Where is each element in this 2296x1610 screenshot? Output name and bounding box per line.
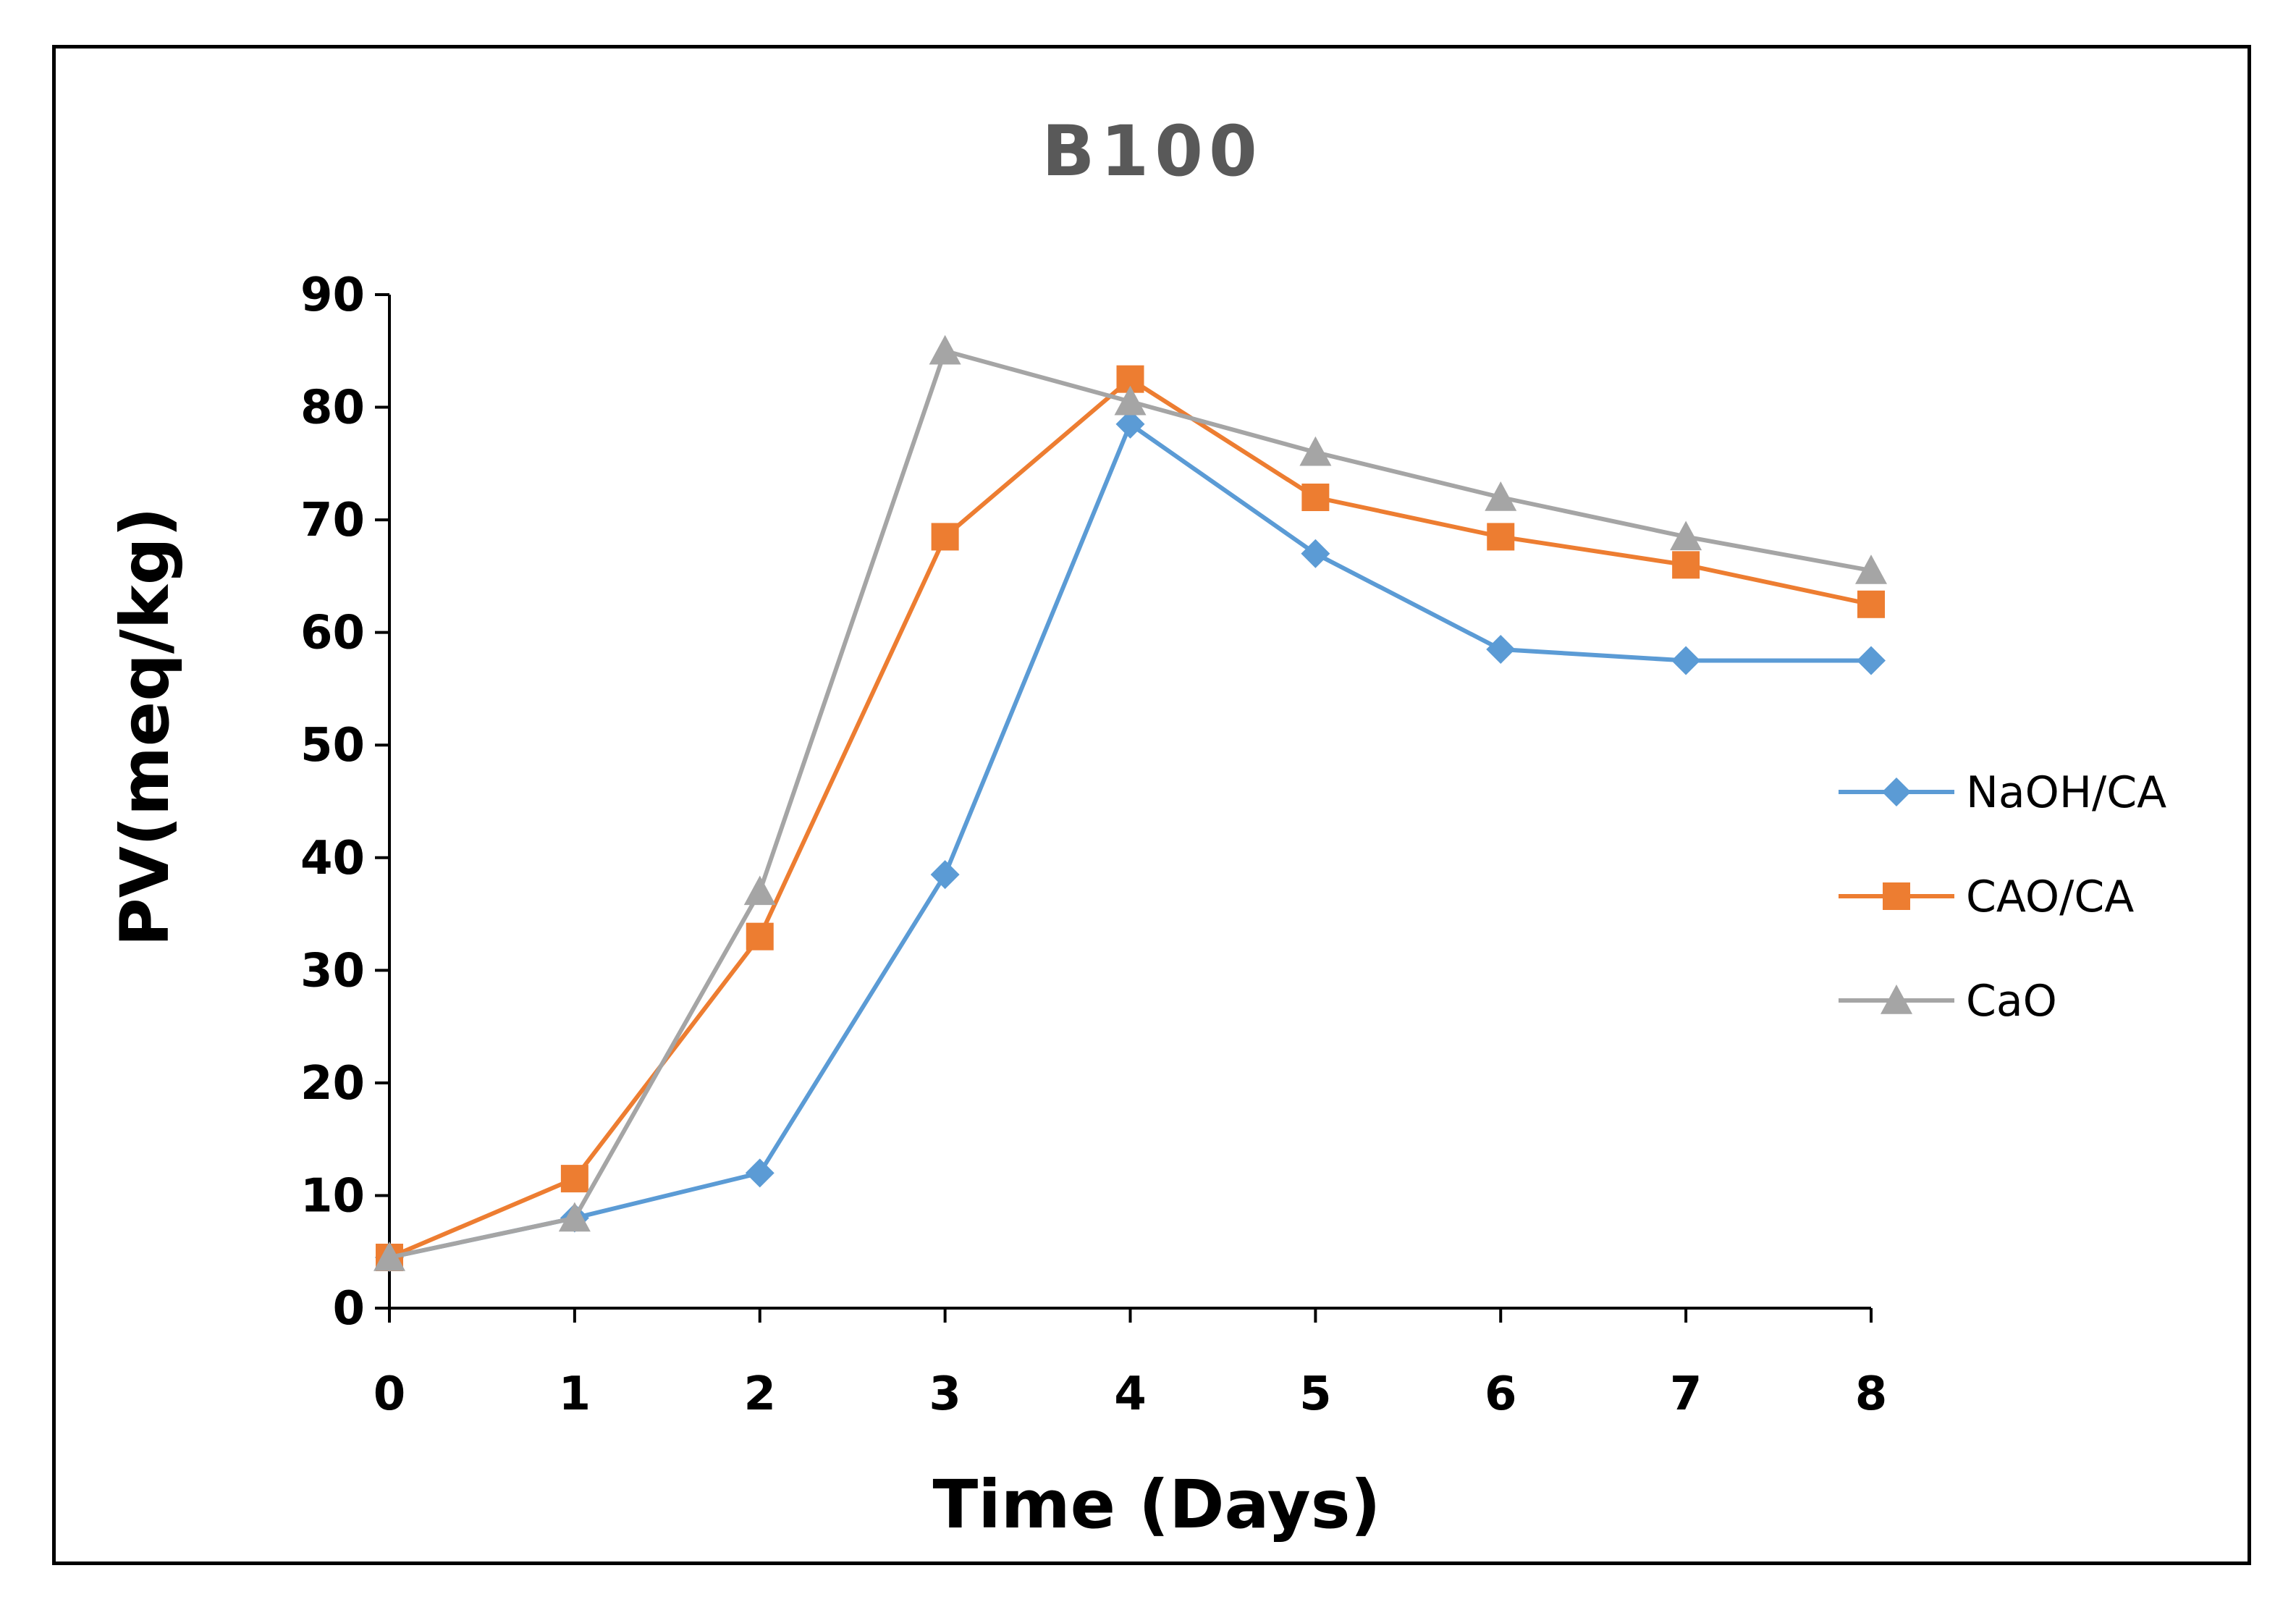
series-line xyxy=(389,348,1872,1260)
data-point xyxy=(1115,409,1145,439)
x-tick-label: 7 xyxy=(1670,1367,1702,1421)
data-point xyxy=(558,1202,591,1232)
legend-label: NaOH/CA xyxy=(1966,767,2166,818)
y-tick-label: 80 xyxy=(300,382,365,435)
legend-item: CAO/CA xyxy=(1839,872,2134,922)
data-point xyxy=(931,523,959,551)
data-point xyxy=(743,875,776,906)
series-cao-ca xyxy=(376,365,1885,1271)
y-tick-label: 30 xyxy=(300,944,365,998)
data-point xyxy=(929,334,961,365)
data-point xyxy=(1672,551,1700,579)
x-tick-label: 2 xyxy=(743,1367,776,1421)
data-point xyxy=(1114,385,1147,416)
x-tick-label: 4 xyxy=(1114,1367,1147,1421)
x-tick-label: 3 xyxy=(929,1367,961,1421)
legend-label: CAO/CA xyxy=(1966,872,2134,922)
x-tick-label: 1 xyxy=(559,1367,591,1421)
data-point xyxy=(1301,484,1330,511)
y-axis-title: PV(meq/kg) xyxy=(106,507,184,946)
data-point xyxy=(560,1165,588,1193)
legend-item: CaO xyxy=(1839,976,2057,1027)
legend-marker xyxy=(1881,985,1912,1014)
axes: 0 10 20 30 40 50 60 70 80 90 0 1 2 3 4 5 6 7 8 xyxy=(300,269,1887,1421)
data-point xyxy=(1857,590,1885,618)
x-axis-title: Time (Days) xyxy=(932,1466,1380,1543)
y-tick-label: 70 xyxy=(300,494,365,547)
data-point xyxy=(746,922,774,951)
series-cao xyxy=(373,334,1887,1271)
data-point xyxy=(1855,555,1887,584)
data-point xyxy=(745,1158,775,1188)
y-tick-label: 0 xyxy=(332,1282,365,1336)
x-tick-label: 6 xyxy=(1485,1367,1517,1421)
y-tick-label: 60 xyxy=(300,607,365,660)
data-point xyxy=(1670,520,1702,551)
legend-marker xyxy=(1883,882,1910,910)
data-point xyxy=(1486,635,1516,664)
data-point xyxy=(1487,523,1515,551)
legend-marker xyxy=(1882,777,1911,806)
series-group xyxy=(373,334,1887,1272)
data-point xyxy=(1671,646,1701,675)
data-point xyxy=(1301,539,1330,568)
y-tick-label: 40 xyxy=(300,832,365,885)
y-tick-label: 10 xyxy=(300,1169,365,1223)
chart-title: B100 xyxy=(1042,111,1263,192)
x-tick-label: 0 xyxy=(373,1367,406,1421)
series-line xyxy=(388,376,1872,1260)
data-point xyxy=(1857,646,1886,675)
y-tick-label: 20 xyxy=(300,1057,365,1110)
x-tick-label: 8 xyxy=(1855,1367,1888,1421)
data-point xyxy=(1485,481,1517,511)
data-point xyxy=(373,1242,405,1271)
legend: NaOH/CA CAO/CA CaO xyxy=(1839,767,2166,1027)
chart-frame xyxy=(52,45,2251,1565)
data-point xyxy=(1299,436,1332,466)
series-naoh-ca xyxy=(375,409,1886,1272)
y-tick-label: 50 xyxy=(300,719,365,772)
legend-item: NaOH/CA xyxy=(1839,767,2166,818)
data-point xyxy=(930,860,960,890)
x-tick-label: 5 xyxy=(1299,1367,1332,1421)
legend-label: CaO xyxy=(1966,976,2057,1027)
y-tick-label: 90 xyxy=(300,269,365,322)
